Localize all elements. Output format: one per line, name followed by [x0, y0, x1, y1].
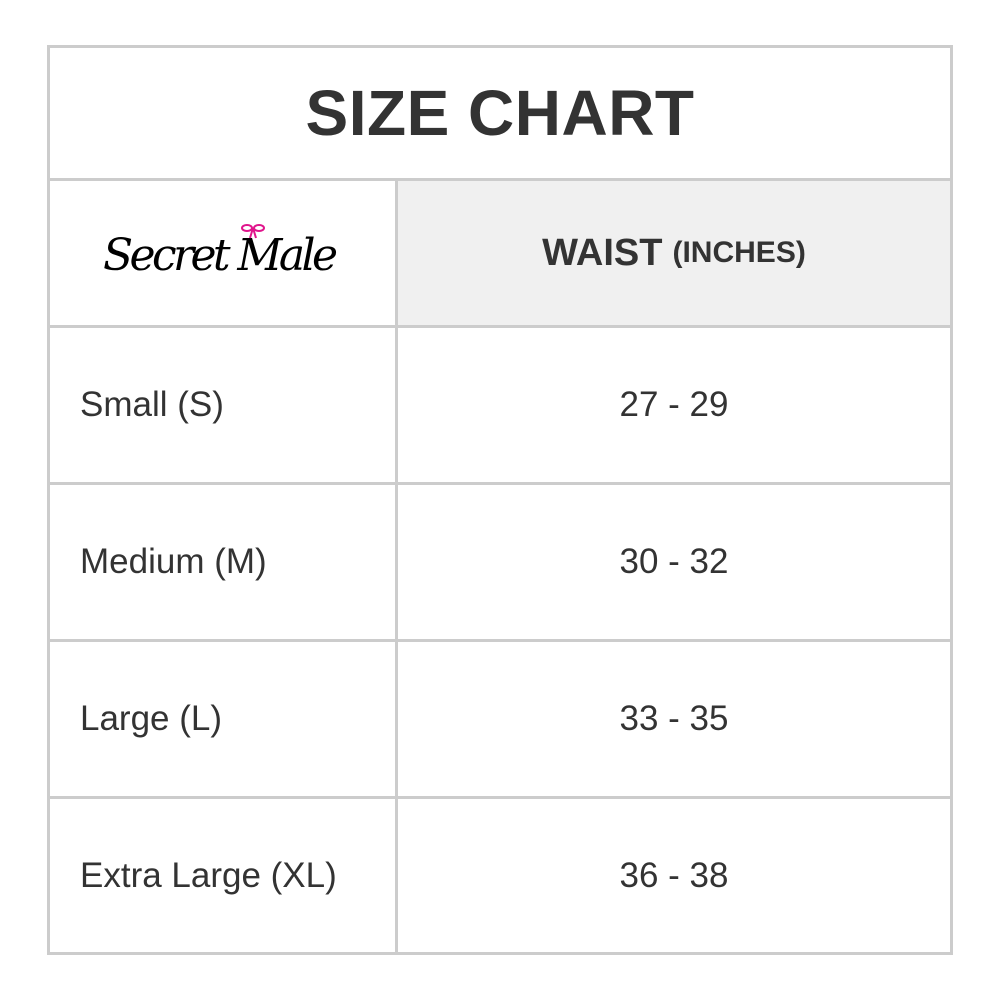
- unit-label: (INCHES): [672, 236, 806, 269]
- size-cell: Medium (M): [50, 485, 398, 639]
- waist-header: WAIST (INCHES): [398, 181, 950, 325]
- page-title: SIZE CHART: [50, 48, 950, 181]
- brand-logo: Secret Male: [103, 224, 338, 281]
- size-chart-table: SIZE CHART Secret Male WAIST (INCHES) Sm…: [47, 45, 953, 955]
- brand-logo-cell: Secret Male: [50, 181, 398, 325]
- table-row: Large (L) 33 - 35: [50, 642, 950, 799]
- svg-text:Secret Male: Secret Male: [103, 230, 338, 281]
- size-cell: Small (S): [50, 328, 398, 482]
- table-row: Medium (M) 30 - 32: [50, 485, 950, 642]
- size-cell: Extra Large (XL): [50, 799, 398, 953]
- waist-cell: 36 - 38: [619, 856, 729, 895]
- waist-cell: 27 - 29: [619, 385, 729, 424]
- size-cell: Large (L): [50, 642, 398, 796]
- waist-label: WAIST: [542, 231, 663, 274]
- waist-cell: 33 - 35: [619, 699, 729, 738]
- table-row: Extra Large (XL) 36 - 38: [50, 799, 950, 953]
- header-row: Secret Male WAIST (INCHES): [50, 181, 950, 328]
- waist-cell: 30 - 32: [619, 542, 729, 581]
- bow-icon: [240, 224, 265, 239]
- table-row: Small (S) 27 - 29: [50, 328, 950, 485]
